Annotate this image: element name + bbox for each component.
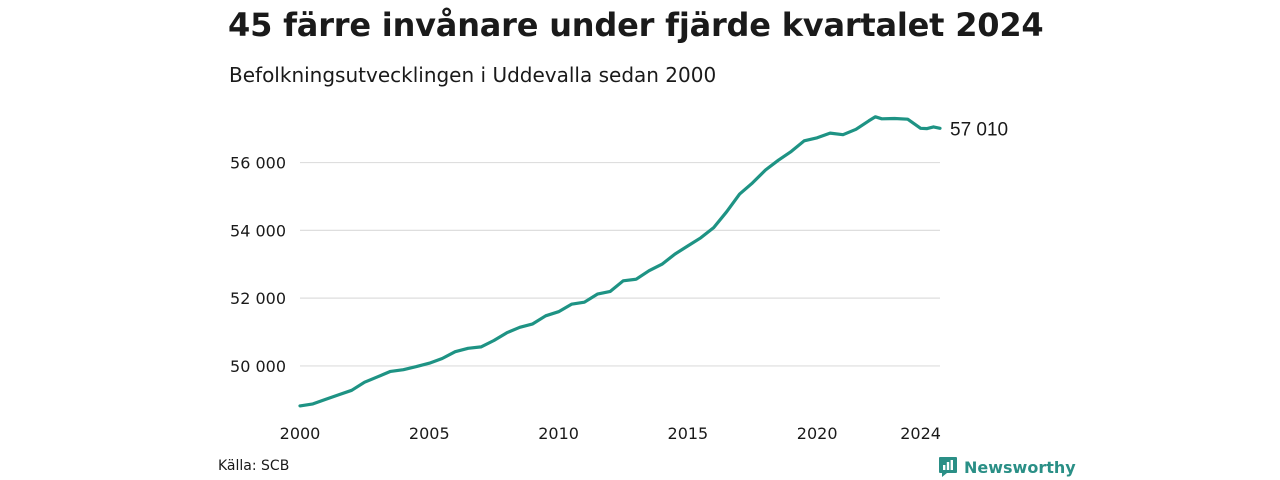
y-tick-label: 50 000 [230,357,286,376]
newsworthy-icon [939,457,957,477]
x-tick-label: 2010 [538,424,579,443]
x-tick-label: 2024 [900,424,941,443]
source-note: Källa: SCB [218,458,290,474]
x-tick-label: 2015 [668,424,709,443]
y-tick-label: 54 000 [230,221,286,240]
chart-title: 45 färre invånare under fjärde kvartalet… [228,6,1044,44]
x-tick-label: 2020 [797,424,838,443]
brand-logo: Newsworthy [938,456,1076,478]
x-tick-label: 2000 [280,424,321,443]
x-axis-ticks: 2000 2005 2010 2015 2020 2024 [280,424,941,443]
y-tick-label: 56 000 [230,154,286,173]
end-value-label: 57 010 [950,119,1008,140]
brand-name: Newsworthy [964,457,1076,477]
y-tick-label: 52 000 [230,289,286,308]
chart-subtitle: Befolkningsutvecklingen i Uddevalla seda… [229,63,717,87]
x-tick-label: 2005 [409,424,450,443]
population-line [298,115,942,408]
grid-lines [300,161,940,367]
y-axis-ticks: 50 000 52 000 54 000 56 000 [230,154,286,376]
